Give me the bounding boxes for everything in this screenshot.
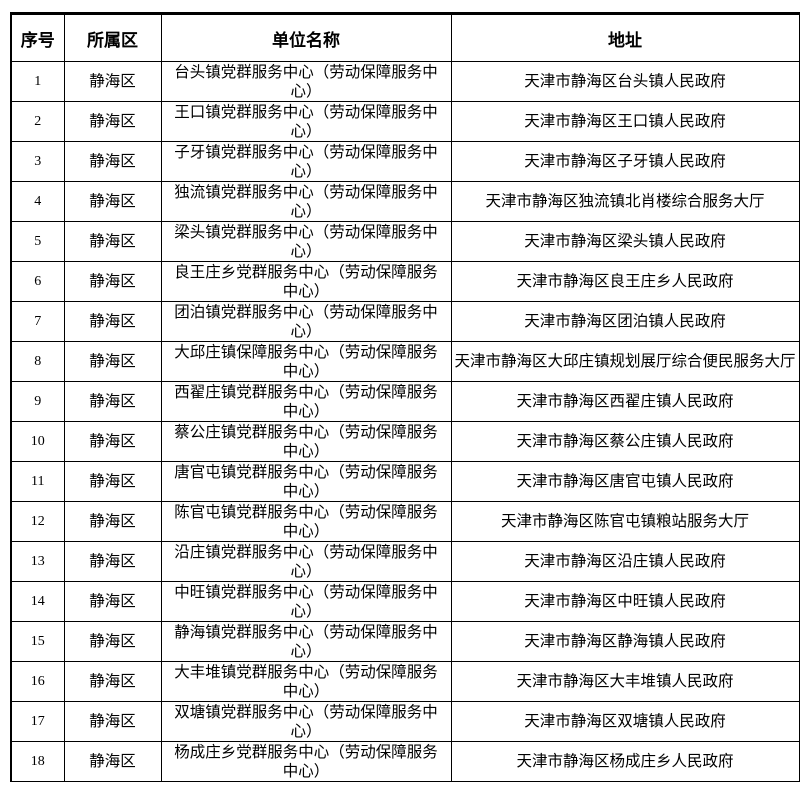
cell-name: 子牙镇党群服务中心（劳动保障服务中心） [160,141,452,182]
cell-no: 8 [10,341,65,382]
cell-name: 王口镇党群服务中心（劳动保障服务中心） [160,101,452,142]
cell-no: 11 [10,461,65,502]
cell-no: 14 [10,581,65,622]
cell-district: 静海区 [63,101,162,142]
cell-address: 天津市静海区杨成庄乡人民政府 [450,741,800,782]
cell-no: 17 [10,701,65,742]
cell-name: 大丰堆镇党群服务中心（劳动保障服务中心） [160,661,452,702]
table-row: 3 静海区 子牙镇党群服务中心（劳动保障服务中心） 天津市静海区子牙镇人民政府 [10,141,800,182]
table-row: 9 静海区 西翟庄镇党群服务中心（劳动保障服务中心） 天津市静海区西翟庄镇人民政府 [10,381,800,422]
cell-name: 团泊镇党群服务中心（劳动保障服务中心） [160,301,452,342]
cell-address: 天津市静海区西翟庄镇人民政府 [450,381,800,422]
table-row: 10 静海区 蔡公庄镇党群服务中心（劳动保障服务中心） 天津市静海区蔡公庄镇人民政府 [10,421,800,462]
cell-no: 18 [10,741,65,782]
cell-district: 静海区 [63,381,162,422]
header-address: 地址 [450,13,800,62]
cell-no: 13 [10,541,65,582]
table-row: 12 静海区 陈官屯镇党群服务中心（劳动保障服务中心） 天津市静海区陈官屯镇粮站服务大… [10,501,800,542]
cell-address: 天津市静海区大丰堆镇人民政府 [450,661,800,702]
cell-district: 静海区 [63,581,162,622]
cell-name: 中旺镇党群服务中心（劳动保障服务中心） [160,581,452,622]
cell-name: 大邱庄镇保障服务中心（劳动保障服务中心） [160,341,452,382]
table-row: 7 静海区 团泊镇党群服务中心（劳动保障服务中心） 天津市静海区团泊镇人民政府 [10,301,800,342]
cell-no: 1 [10,61,65,102]
cell-address: 天津市静海区子牙镇人民政府 [450,141,800,182]
cell-district: 静海区 [63,741,162,782]
table-row: 16 静海区 大丰堆镇党群服务中心（劳动保障服务中心） 天津市静海区大丰堆镇人民政府 [10,661,800,702]
table-row: 14 静海区 中旺镇党群服务中心（劳动保障服务中心） 天津市静海区中旺镇人民政府 [10,581,800,622]
header-no: 序号 [10,13,65,62]
header-district: 所属区 [63,13,162,62]
cell-address: 天津市静海区梁头镇人民政府 [450,221,800,262]
table-row: 2 静海区 王口镇党群服务中心（劳动保障服务中心） 天津市静海区王口镇人民政府 [10,101,800,142]
cell-name: 唐官屯镇党群服务中心（劳动保障服务中心） [160,461,452,502]
cell-district: 静海区 [63,141,162,182]
cell-address: 天津市静海区蔡公庄镇人民政府 [450,421,800,462]
table-row: 5 静海区 梁头镇党群服务中心（劳动保障服务中心） 天津市静海区梁头镇人民政府 [10,221,800,262]
table-row: 1 静海区 台头镇党群服务中心（劳动保障服务中心） 天津市静海区台头镇人民政府 [10,61,800,102]
cell-address: 天津市静海区台头镇人民政府 [450,61,800,102]
cell-address: 天津市静海区双塘镇人民政府 [450,701,800,742]
table-row: 6 静海区 良王庄乡党群服务中心（劳动保障服务中心） 天津市静海区良王庄乡人民政府 [10,261,800,302]
cell-district: 静海区 [63,461,162,502]
cell-no: 2 [10,101,65,142]
table-row: 17 静海区 双塘镇党群服务中心（劳动保障服务中心） 天津市静海区双塘镇人民政府 [10,701,800,742]
cell-name: 良王庄乡党群服务中心（劳动保障服务中心） [160,261,452,302]
cell-district: 静海区 [63,181,162,222]
cell-address: 天津市静海区唐官屯镇人民政府 [450,461,800,502]
table-row: 13 静海区 沿庄镇党群服务中心（劳动保障服务中心） 天津市静海区沿庄镇人民政府 [10,541,800,582]
table-row: 8 静海区 大邱庄镇保障服务中心（劳动保障服务中心） 天津市静海区大邱庄镇规划展厅综合… [10,341,800,382]
cell-name: 杨成庄乡党群服务中心（劳动保障服务中心） [160,741,452,782]
cell-district: 静海区 [63,621,162,662]
cell-name: 沿庄镇党群服务中心（劳动保障服务中心） [160,541,452,582]
cell-address: 天津市静海区静海镇人民政府 [450,621,800,662]
cell-name: 双塘镇党群服务中心（劳动保障服务中心） [160,701,452,742]
cell-name: 蔡公庄镇党群服务中心（劳动保障服务中心） [160,421,452,462]
cell-address: 天津市静海区中旺镇人民政府 [450,581,800,622]
cell-district: 静海区 [63,501,162,542]
cell-name: 陈官屯镇党群服务中心（劳动保障服务中心） [160,501,452,542]
cell-address: 天津市静海区独流镇北肖楼综合服务大厅 [450,181,800,222]
cell-name: 台头镇党群服务中心（劳动保障服务中心） [160,61,452,102]
cell-name: 西翟庄镇党群服务中心（劳动保障服务中心） [160,381,452,422]
cell-name: 静海镇党群服务中心（劳动保障服务中心） [160,621,452,662]
cell-district: 静海区 [63,261,162,302]
header-row: 序号 所属区 单位名称 地址 [10,13,800,62]
cell-address: 天津市静海区陈官屯镇粮站服务大厅 [450,501,800,542]
cell-address: 天津市静海区沿庄镇人民政府 [450,541,800,582]
cell-no: 4 [10,181,65,222]
service-center-table: 序号 所属区 单位名称 地址 1 静海区 台头镇党群服务中心（劳动保障服务中心） 天津… [10,12,800,782]
cell-district: 静海区 [63,421,162,462]
cell-no: 12 [10,501,65,542]
cell-address: 天津市静海区大邱庄镇规划展厅综合便民服务大厅 [450,341,800,382]
cell-no: 6 [10,261,65,302]
table-row: 18 静海区 杨成庄乡党群服务中心（劳动保障服务中心） 天津市静海区杨成庄乡人民政府 [10,741,800,782]
cell-address: 天津市静海区王口镇人民政府 [450,101,800,142]
table-row: 11 静海区 唐官屯镇党群服务中心（劳动保障服务中心） 天津市静海区唐官屯镇人民政府 [10,461,800,502]
cell-no: 7 [10,301,65,342]
cell-no: 10 [10,421,65,462]
header-name: 单位名称 [160,13,452,62]
cell-no: 16 [10,661,65,702]
cell-district: 静海区 [63,221,162,262]
cell-no: 9 [10,381,65,422]
cell-district: 静海区 [63,701,162,742]
table-row: 15 静海区 静海镇党群服务中心（劳动保障服务中心） 天津市静海区静海镇人民政府 [10,621,800,662]
cell-district: 静海区 [63,541,162,582]
cell-address: 天津市静海区团泊镇人民政府 [450,301,800,342]
cell-no: 15 [10,621,65,662]
cell-no: 3 [10,141,65,182]
cell-no: 5 [10,221,65,262]
cell-district: 静海区 [63,61,162,102]
cell-district: 静海区 [63,301,162,342]
cell-district: 静海区 [63,661,162,702]
cell-name: 梁头镇党群服务中心（劳动保障服务中心） [160,221,452,262]
cell-name: 独流镇党群服务中心（劳动保障服务中心） [160,181,452,222]
cell-address: 天津市静海区良王庄乡人民政府 [450,261,800,302]
cell-district: 静海区 [63,341,162,382]
table-row: 4 静海区 独流镇党群服务中心（劳动保障服务中心） 天津市静海区独流镇北肖楼综合服务大… [10,181,800,222]
